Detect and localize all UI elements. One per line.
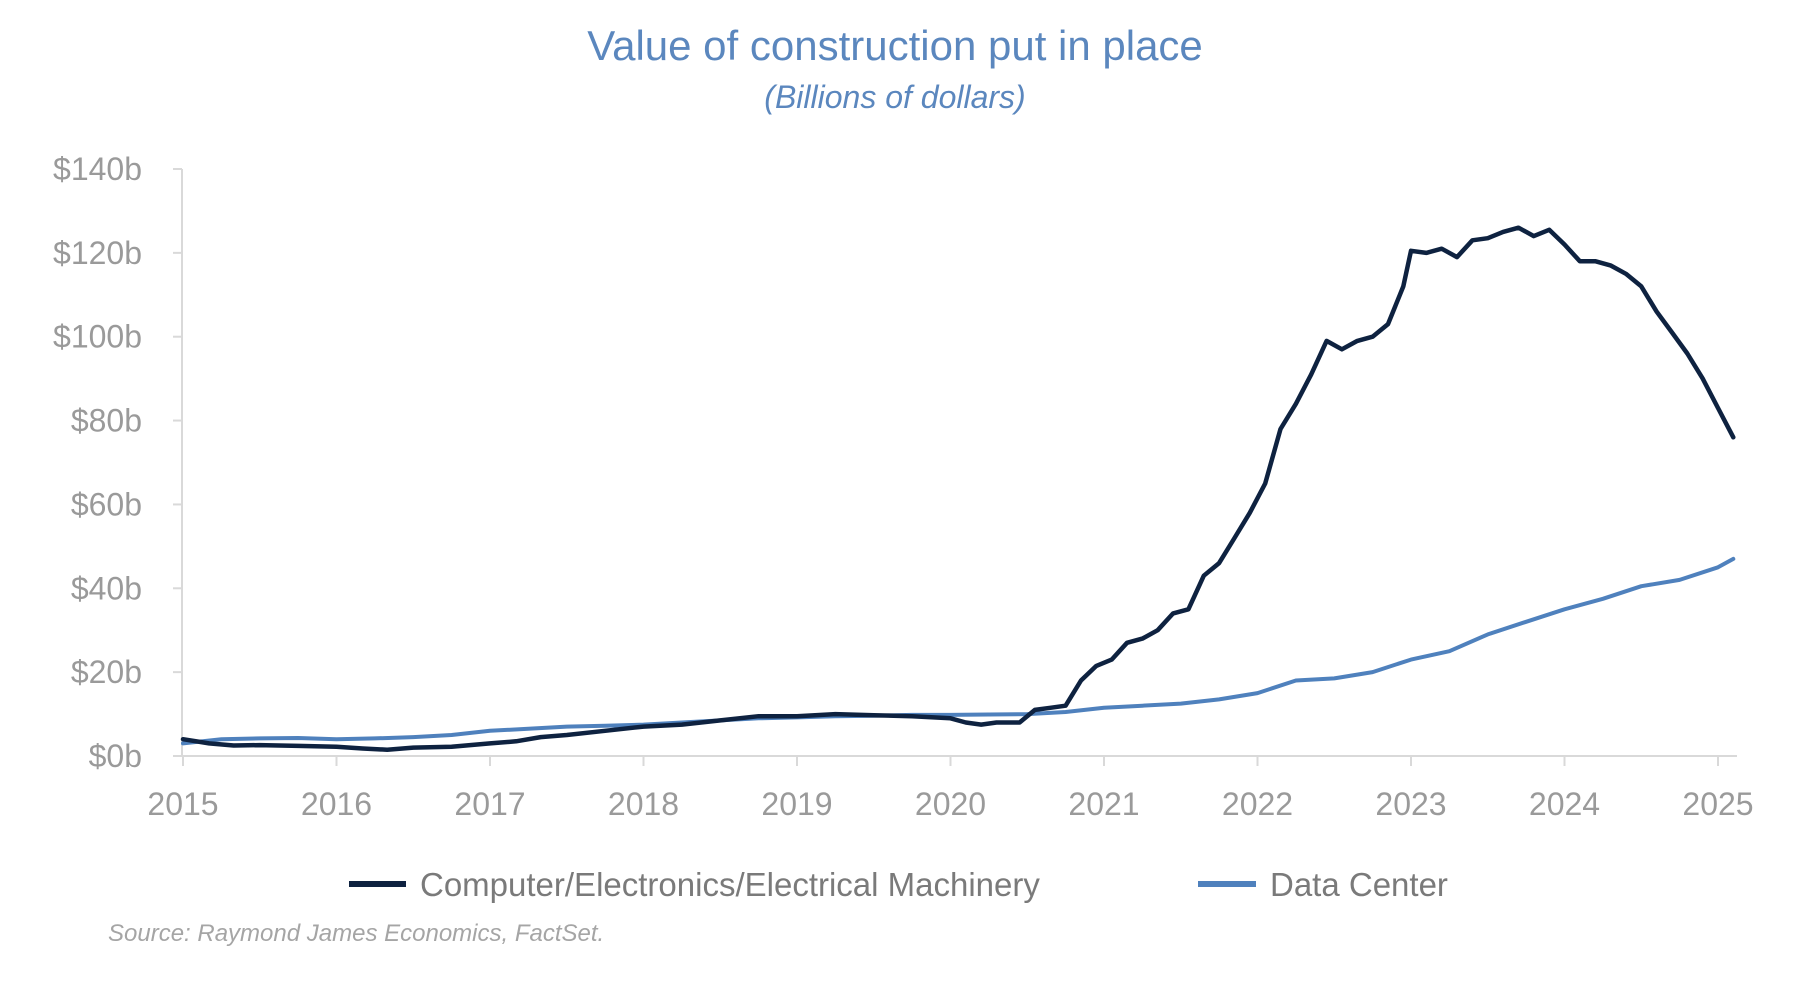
x-tick-label: 2020 xyxy=(915,786,986,822)
series-lines xyxy=(180,225,1736,752)
y-tick-label: $140b xyxy=(53,151,142,187)
x-tick-label: 2015 xyxy=(147,786,218,822)
x-axis-ticks: 2015 2016 2017 2018 2019 2020 2021 2022 2023 2024… xyxy=(147,756,1754,822)
x-tick-label: 2022 xyxy=(1222,786,1293,822)
y-tick-label: $0b xyxy=(89,738,142,774)
x-tick-label: 2021 xyxy=(1068,786,1139,822)
y-tick-label: $80b xyxy=(71,403,142,439)
series-line-data-center xyxy=(181,556,1736,746)
source-note: Source: Raymond James Economics, FactSet… xyxy=(108,920,605,947)
x-tick-label: 2017 xyxy=(454,786,525,822)
y-tick-label: $120b xyxy=(53,235,142,271)
legend-label: Data Center xyxy=(1270,866,1448,903)
x-tick-label: 2024 xyxy=(1529,786,1600,822)
chart-subtitle: (Billions of dollars) xyxy=(764,79,1026,115)
y-tick-label: $20b xyxy=(71,654,142,690)
x-tick-label: 2018 xyxy=(608,786,679,822)
series-line-computer-electronics xyxy=(180,225,1736,752)
chart-legend: Computer/Electronics/Electrical Machiner… xyxy=(349,866,1448,903)
y-axis-ticks: $0b $20b $40b $60b $80b $100b $120b $140b xyxy=(53,151,182,774)
chart-axes xyxy=(181,169,1737,757)
y-tick-label: $40b xyxy=(71,570,142,606)
x-tick-label: 2016 xyxy=(301,786,372,822)
legend-label: Computer/Electronics/Electrical Machiner… xyxy=(420,866,1040,903)
chart-title: Value of construction put in place xyxy=(587,22,1203,69)
legend-item-computer-electronics: Computer/Electronics/Electrical Machiner… xyxy=(349,866,1040,903)
y-tick-label: $100b xyxy=(53,319,142,355)
legend-item-data-center: Data Center xyxy=(1198,866,1448,903)
y-tick-label: $60b xyxy=(71,486,142,522)
x-tick-label: 2025 xyxy=(1682,786,1753,822)
x-tick-label: 2023 xyxy=(1375,786,1446,822)
x-tick-label: 2019 xyxy=(761,786,832,822)
